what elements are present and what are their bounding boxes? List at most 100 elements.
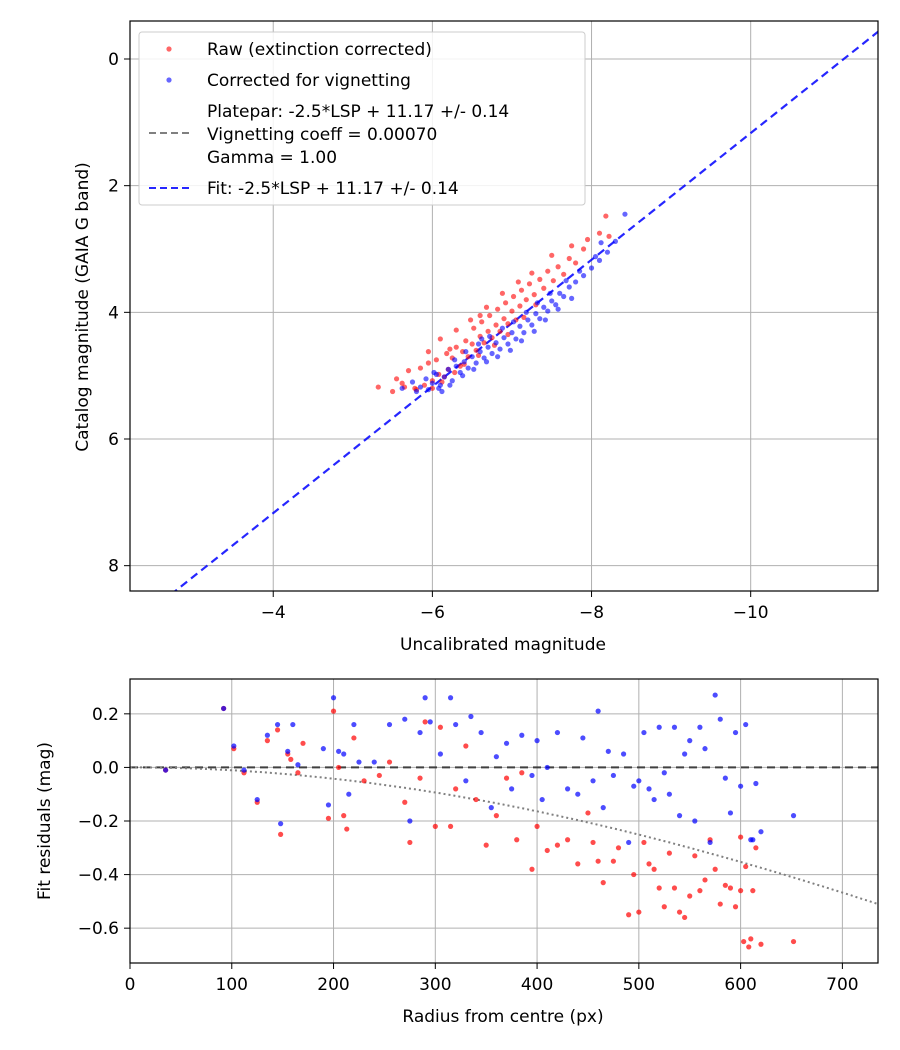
bottom-point-raw bbox=[274, 727, 281, 733]
bottom-point-raw bbox=[473, 796, 479, 803]
bottom-point-corrected bbox=[509, 786, 515, 792]
top-point-corrected bbox=[561, 293, 567, 300]
bottom-point-raw bbox=[463, 743, 469, 749]
magnitude-calibration-plot: −4 −6 −8 −10 0 2 4 6 8 Uncalibrated magnitude C… bbox=[73, 20, 879, 655]
bottom-point-raw bbox=[743, 863, 749, 870]
bottom-point-raw bbox=[493, 813, 499, 819]
bottom-point-corrected bbox=[620, 751, 627, 757]
top-point-raw bbox=[499, 290, 506, 296]
bottom-point-corrected bbox=[336, 748, 342, 754]
bottom-point-corrected bbox=[697, 724, 703, 730]
top-point-corrected bbox=[592, 254, 599, 260]
top-point-raw bbox=[603, 213, 609, 219]
bottom-point-corrected bbox=[453, 721, 459, 728]
legend-label-gamma: Gamma = 1.00 bbox=[207, 148, 337, 168]
top-point-raw bbox=[550, 278, 556, 284]
top-point-raw bbox=[529, 270, 535, 276]
top-point-corrected bbox=[493, 340, 499, 346]
bottom-point-raw bbox=[544, 847, 550, 854]
top-y-tick-label: 4 bbox=[108, 303, 119, 323]
bottom-point-raw bbox=[341, 813, 347, 819]
top-point-corrected bbox=[487, 333, 493, 339]
bottom-point-raw bbox=[264, 738, 270, 744]
top-point-raw bbox=[566, 255, 572, 262]
bottom-x-tick-label: 700 bbox=[826, 975, 858, 995]
bottom-point-raw bbox=[600, 880, 606, 886]
top-point-raw bbox=[447, 346, 453, 352]
top-point-corrected bbox=[423, 376, 429, 382]
top-point-corrected bbox=[510, 319, 517, 325]
bottom-point-raw bbox=[278, 831, 284, 837]
bottom-point-raw bbox=[575, 861, 581, 867]
bottom-y-tick-label: −0.2 bbox=[78, 812, 119, 832]
bottom-point-corrected bbox=[437, 751, 443, 757]
top-point-raw bbox=[467, 317, 474, 323]
bottom-point-raw bbox=[750, 888, 756, 894]
bottom-point-raw bbox=[447, 823, 454, 829]
bottom-point-raw bbox=[453, 786, 459, 792]
bottom-point-raw bbox=[641, 839, 647, 846]
top-point-corrected bbox=[497, 346, 503, 352]
bottom-point-raw bbox=[738, 888, 744, 894]
top-point-raw bbox=[606, 233, 612, 239]
top-x-axis-label: Uncalibrated magnitude bbox=[400, 635, 606, 655]
bottom-point-raw bbox=[529, 866, 535, 872]
top-point-raw bbox=[573, 260, 579, 266]
bottom-point-raw bbox=[717, 901, 723, 907]
top-point-raw bbox=[452, 369, 458, 376]
top-point-raw bbox=[421, 382, 428, 388]
top-point-corrected bbox=[588, 265, 595, 271]
top-point-corrected bbox=[441, 374, 447, 380]
bottom-point-corrected bbox=[422, 695, 428, 701]
bottom-point-raw bbox=[732, 904, 739, 910]
bottom-point-raw bbox=[671, 885, 678, 891]
top-point-raw bbox=[584, 236, 591, 243]
top-y-axis-label: Catalog magnitude (GAIA G band) bbox=[73, 162, 93, 452]
bottom-y-tick-label: −0.4 bbox=[78, 866, 119, 886]
bottom-point-raw bbox=[554, 842, 561, 848]
bottom-point-corrected bbox=[580, 735, 586, 741]
bottom-point-corrected bbox=[519, 732, 525, 738]
bottom-point-corrected bbox=[386, 721, 393, 728]
bottom-point-raw bbox=[656, 885, 662, 891]
bottom-point-corrected bbox=[565, 786, 571, 792]
bottom-point-corrected bbox=[753, 780, 759, 787]
bottom-point-raw bbox=[336, 764, 342, 771]
bottom-point-raw bbox=[288, 756, 294, 762]
bottom-point-corrected bbox=[676, 813, 683, 819]
top-point-raw bbox=[501, 316, 507, 322]
bottom-point-corrected bbox=[231, 743, 237, 749]
top-x-tick-label: −8 bbox=[579, 603, 604, 623]
top-point-raw bbox=[463, 338, 469, 344]
top-point-corrected bbox=[557, 290, 563, 296]
top-x-ticks: −4 −6 −8 −10 bbox=[261, 591, 769, 623]
top-point-raw bbox=[444, 350, 450, 357]
top-point-corrected bbox=[525, 317, 531, 323]
legend: Raw (extinction corrected) Corrected for… bbox=[138, 31, 586, 206]
bottom-point-corrected bbox=[529, 772, 535, 779]
top-point-corrected bbox=[505, 341, 511, 347]
top-point-raw bbox=[389, 388, 396, 395]
top-point-corrected bbox=[469, 354, 475, 360]
bottom-point-raw bbox=[514, 837, 520, 843]
top-point-raw bbox=[569, 243, 575, 249]
bottom-point-corrected bbox=[687, 738, 693, 744]
top-point-raw bbox=[505, 331, 511, 338]
bottom-y-axis-label: Fit residuals (mag) bbox=[35, 742, 55, 900]
bottom-point-corrected bbox=[402, 716, 408, 722]
top-point-raw bbox=[509, 308, 515, 314]
top-point-raw bbox=[515, 279, 521, 285]
top-point-corrected bbox=[576, 268, 583, 274]
bottom-point-corrected bbox=[554, 729, 561, 736]
top-point-corrected bbox=[495, 354, 501, 360]
top-point-raw bbox=[510, 293, 517, 300]
bottom-point-raw bbox=[595, 858, 601, 864]
bottom-point-corrected bbox=[295, 762, 301, 768]
top-x-tick-label: −4 bbox=[261, 603, 286, 623]
top-point-raw bbox=[375, 384, 381, 390]
bottom-point-corrected bbox=[743, 721, 749, 728]
bottom-point-raw bbox=[590, 839, 596, 846]
top-point-raw bbox=[521, 314, 527, 320]
top-point-corrected bbox=[429, 380, 435, 386]
bottom-point-corrected bbox=[738, 783, 744, 789]
